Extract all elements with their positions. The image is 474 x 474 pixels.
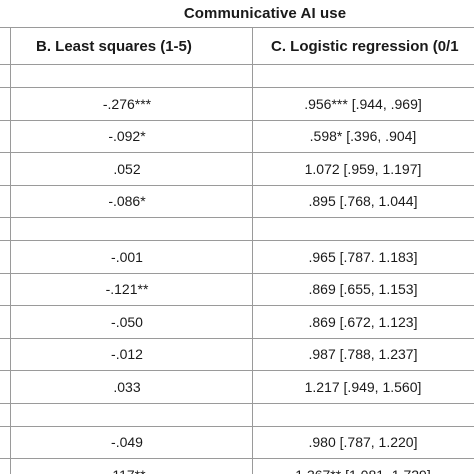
logistic-regression-cell: .965 [.787. 1.183]	[308, 248, 418, 265]
table-row: -.092* .598* [.396, .904]	[0, 121, 474, 153]
table-row: -.086* .895 [.768, 1.044]	[0, 186, 474, 218]
logistic-regression-cell: .869 [.655, 1.153]	[308, 281, 418, 298]
column-header-least-squares: B. Least squares (1-5)	[36, 38, 192, 55]
table-row	[0, 404, 474, 427]
logistic-regression-cell	[258, 218, 468, 240]
least-squares-cell: -.276***	[102, 95, 152, 112]
table-row	[0, 218, 474, 241]
least-squares-cell	[8, 218, 246, 240]
logistic-regression-cell: .956*** [.944, .969]	[304, 95, 422, 112]
left-divider-body	[10, 65, 11, 474]
table-row: -.121** .869 [.655, 1.153]	[0, 274, 474, 306]
least-squares-cell: -.049	[111, 434, 143, 451]
table-row	[0, 65, 474, 88]
column-divider-body	[252, 65, 253, 474]
logistic-regression-cell: 1.367** [1.081, 1.729]	[258, 459, 468, 474]
logistic-regression-cell	[258, 404, 468, 426]
least-squares-cell: .117**	[8, 459, 246, 474]
column-header-row: B. Least squares (1-5) C. Logistic regre…	[0, 28, 474, 65]
least-squares-cell: .052	[113, 160, 141, 177]
least-squares-cell: -.001	[111, 248, 143, 265]
least-squares-cell	[8, 65, 246, 87]
logistic-regression-cell: .895 [.768, 1.044]	[308, 193, 418, 210]
least-squares-cell: -.121**	[105, 281, 149, 298]
least-squares-cell: -.050	[111, 313, 143, 330]
table-row: -.001 .965 [.787. 1.183]	[0, 241, 474, 274]
least-squares-cell	[8, 404, 246, 426]
column-header-logistic-regression: C. Logistic regression (0/1	[271, 38, 459, 55]
column-divider-header	[252, 28, 253, 65]
table-row: .052 1.072 [.959, 1.197]	[0, 153, 474, 186]
group-header: Communicative AI use	[0, 0, 474, 28]
least-squares-cell: -.012	[111, 346, 143, 363]
least-squares-cell: -.086*	[108, 193, 146, 210]
logistic-regression-cell: 1.217 [.949, 1.560]	[304, 378, 422, 395]
table-row: -.012 .987 [.788, 1.237]	[0, 339, 474, 371]
table-row: .033 1.217 [.949, 1.560]	[0, 371, 474, 404]
logistic-regression-cell: .869 [.672, 1.123]	[308, 313, 418, 330]
least-squares-cell: -.092*	[108, 128, 146, 145]
least-squares-cell: .033	[113, 378, 141, 395]
table-row: .117** 1.367** [1.081, 1.729]	[0, 459, 474, 474]
table-body: -.276*** .956*** [.944, .969] -.092* .59…	[0, 65, 474, 474]
left-divider-header	[10, 28, 11, 65]
logistic-regression-cell: .598* [.396, .904]	[309, 128, 417, 145]
table-row: -.049 .980 [.787, 1.220]	[0, 427, 474, 459]
logistic-regression-cell: .987 [.788, 1.237]	[308, 346, 418, 363]
logistic-regression-cell: .980 [.787, 1.220]	[308, 434, 418, 451]
logistic-regression-cell: 1.072 [.959, 1.197]	[304, 160, 422, 177]
table-row: -.276*** .956*** [.944, .969]	[0, 88, 474, 121]
logistic-regression-cell	[258, 65, 468, 87]
group-title: Communicative AI use	[183, 5, 347, 22]
table-row: -.050 .869 [.672, 1.123]	[0, 306, 474, 339]
